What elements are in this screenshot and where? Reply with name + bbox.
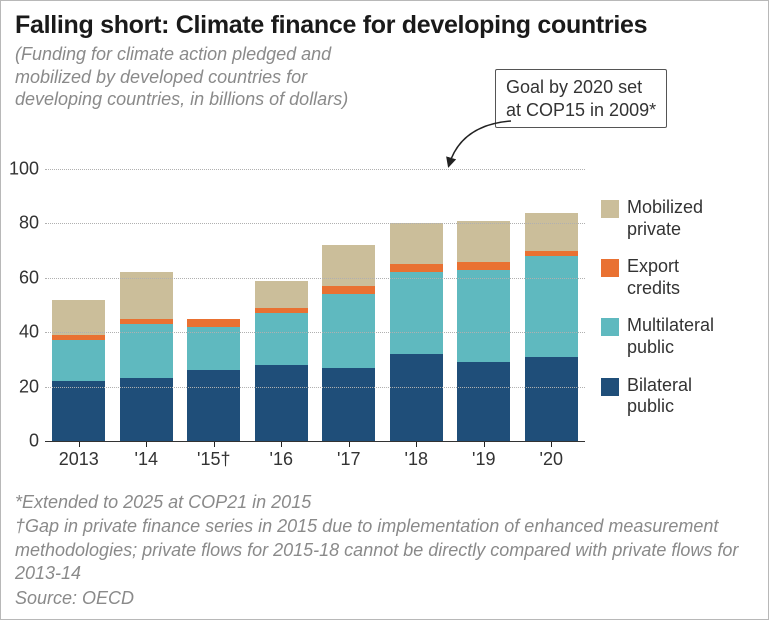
y-tick-label: 40 <box>19 322 39 343</box>
bar-segment-bilateral-public <box>390 354 443 441</box>
bar-segment-bilateral-public <box>187 370 240 441</box>
bar <box>457 221 510 441</box>
footnote-source: Source: OECD <box>15 587 754 610</box>
chart-frame: Falling short: Climate finance for devel… <box>0 0 769 620</box>
x-tick-label: '19 <box>472 449 495 470</box>
legend-label: Multilateralpublic <box>627 315 714 358</box>
chart-title: Falling short: Climate finance for devel… <box>15 11 647 40</box>
legend-swatch <box>601 378 619 396</box>
footnote-dagger: †Gap in private finance series in 2015 d… <box>15 515 754 585</box>
bar-slot: '15† <box>180 169 248 441</box>
bar-segment-multilateral-public <box>390 272 443 354</box>
bar-segment-multilateral-public <box>525 256 578 357</box>
footnotes: *Extended to 2025 at COP21 in 2015 †Gap … <box>15 491 754 611</box>
goal-line-2: at COP15 in 2009* <box>506 99 656 122</box>
x-tick-label: '16 <box>270 449 293 470</box>
bar-segment-mobilized-private <box>52 300 105 335</box>
bar-segment-export-credits <box>187 319 240 327</box>
bar-segment-mobilized-private <box>525 213 578 251</box>
bar-slot: '20 <box>518 169 586 441</box>
x-tick-label: '20 <box>540 449 563 470</box>
x-tick-label: '15† <box>197 449 230 470</box>
bar-segment-mobilized-private <box>255 281 308 308</box>
bar-slot: '17 <box>315 169 383 441</box>
bar-segment-export-credits <box>322 286 375 294</box>
x-tick-label: 2013 <box>59 449 99 470</box>
y-tick-label: 0 <box>29 431 39 452</box>
legend-swatch <box>601 259 619 277</box>
bar <box>255 281 308 441</box>
y-tick-label: 100 <box>9 159 39 180</box>
bar-segment-bilateral-public <box>120 378 173 441</box>
bar-segment-multilateral-public <box>255 313 308 365</box>
gridline <box>45 223 585 224</box>
bar <box>322 245 375 441</box>
legend: Mobilizedprivate Exportcredits Multilatera… <box>601 197 761 434</box>
bar-segment-mobilized-private <box>390 223 443 264</box>
legend-label: Bilateralpublic <box>627 375 692 418</box>
bar-segment-multilateral-public <box>187 327 240 371</box>
legend-label: Exportcredits <box>627 256 680 299</box>
x-tick-label: '18 <box>405 449 428 470</box>
y-tick-label: 80 <box>19 213 39 234</box>
gridline <box>45 169 585 170</box>
x-tick-label: '14 <box>135 449 158 470</box>
y-tick-label: 60 <box>19 267 39 288</box>
bar-slot: '19 <box>450 169 518 441</box>
legend-item-bilateral-public: Bilateralpublic <box>601 375 761 418</box>
goal-line-1: Goal by 2020 set <box>506 76 656 99</box>
bars-container: 2013'14'15†'16'17'18'19'20 <box>45 169 585 441</box>
bar <box>187 319 240 441</box>
footnote-asterisk: *Extended to 2025 at COP21 in 2015 <box>15 491 754 514</box>
legend-item-export-credits: Exportcredits <box>601 256 761 299</box>
bar-segment-multilateral-public <box>457 270 510 362</box>
legend-item-multilateral-public: Multilateralpublic <box>601 315 761 358</box>
bar-segment-export-credits <box>390 264 443 272</box>
annotation-arrow <box>431 117 521 177</box>
bar-segment-bilateral-public <box>322 368 375 441</box>
legend-swatch <box>601 318 619 336</box>
plot-area: 2013'14'15†'16'17'18'19'20 020406080100 <box>45 169 585 441</box>
chart-subtitle: (Funding for climate action pledged andm… <box>15 43 348 111</box>
legend-label: Mobilizedprivate <box>627 197 703 240</box>
bar-slot: '18 <box>383 169 451 441</box>
bar-segment-bilateral-public <box>255 365 308 441</box>
bar-segment-bilateral-public <box>457 362 510 441</box>
legend-item-mobilized-private: Mobilizedprivate <box>601 197 761 240</box>
bar-segment-mobilized-private <box>457 221 510 262</box>
bar <box>525 213 578 441</box>
y-tick-label: 20 <box>19 376 39 397</box>
gridline <box>45 332 585 333</box>
gridline <box>45 278 585 279</box>
x-tick-label: '17 <box>337 449 360 470</box>
gridline <box>45 387 585 388</box>
legend-swatch <box>601 200 619 218</box>
bar-slot: '16 <box>248 169 316 441</box>
bar-segment-bilateral-public <box>525 357 578 441</box>
bar-segment-mobilized-private <box>120 272 173 318</box>
bar-segment-bilateral-public <box>52 381 105 441</box>
bar-segment-multilateral-public <box>52 340 105 381</box>
bar-segment-multilateral-public <box>322 294 375 367</box>
bar <box>120 272 173 441</box>
bar <box>52 300 105 441</box>
bar-segment-mobilized-private <box>322 245 375 286</box>
bar-slot: '14 <box>113 169 181 441</box>
bar-segment-export-credits <box>457 262 510 270</box>
x-axis-line <box>45 441 585 442</box>
bar-slot: 2013 <box>45 169 113 441</box>
